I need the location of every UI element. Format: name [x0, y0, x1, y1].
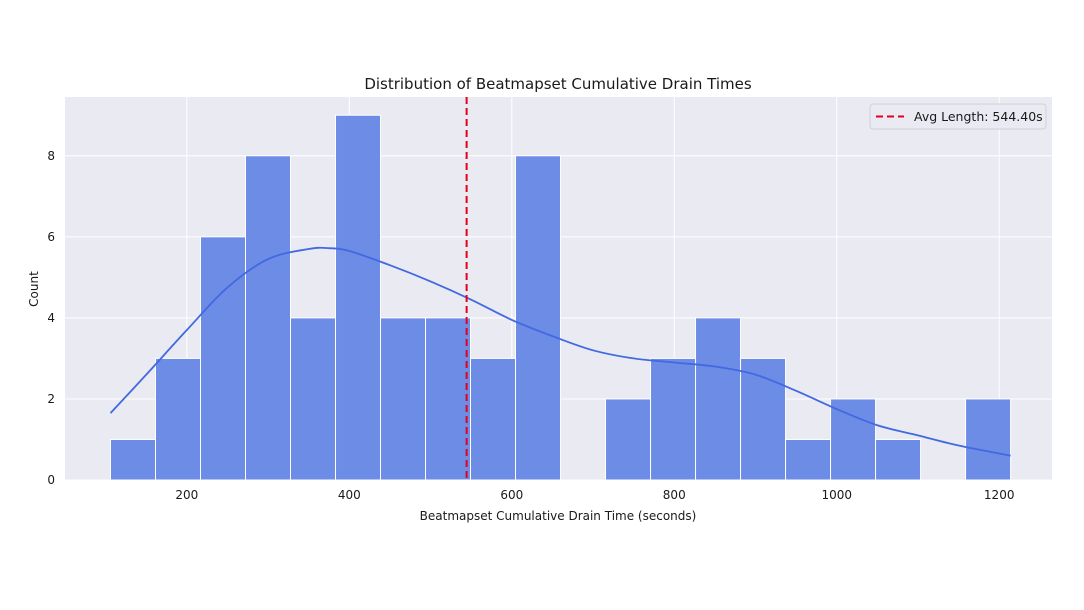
- histogram-bar: [470, 357, 517, 481]
- histogram-bar: [695, 317, 742, 481]
- legend-entry-avg: Avg Length: 544.40s: [914, 109, 1043, 124]
- histogram-bar: [290, 317, 337, 481]
- y-tick-label: 6: [47, 230, 55, 244]
- x-axis-label: Beatmapset Cumulative Drain Time (second…: [420, 509, 697, 523]
- chart-title: Distribution of Beatmapset Cumulative Dr…: [364, 75, 752, 93]
- x-tick-label: 600: [500, 488, 523, 502]
- histogram-bar: [380, 317, 427, 481]
- histogram-bar: [199, 236, 247, 481]
- histogram-bar: [335, 114, 382, 481]
- histogram-bar: [515, 155, 562, 481]
- histogram-bar: [425, 317, 472, 481]
- histogram-bar: [740, 357, 787, 481]
- x-tick-label: 1200: [984, 488, 1015, 502]
- histogram-bar: [650, 357, 697, 481]
- histogram-bar: [785, 438, 832, 481]
- histogram-bar: [605, 398, 652, 481]
- histogram-bars: [109, 114, 1012, 481]
- y-axis-label: Count: [27, 271, 41, 307]
- y-tick-labels: 0 2 4 6 8: [47, 149, 55, 487]
- histogram-bar: [875, 438, 922, 481]
- x-tick-label: 200: [175, 488, 198, 502]
- legend: Avg Length: 544.40s: [869, 103, 1047, 130]
- histogram-bar: [245, 155, 292, 481]
- y-tick-label: 0: [47, 473, 55, 487]
- legend-box: [869, 103, 1047, 130]
- histogram-bar: [830, 398, 877, 481]
- histogram-bar: [154, 357, 201, 481]
- x-tick-label: 1000: [821, 488, 852, 502]
- x-tick-label: 800: [663, 488, 686, 502]
- y-tick-label: 2: [47, 392, 55, 406]
- histogram-bar: [109, 438, 156, 481]
- x-tick-label: 400: [338, 488, 361, 502]
- kde-curve: [109, 246, 1011, 457]
- x-tick-labels: 200 400 600 800 1000 1200: [175, 488, 1014, 502]
- y-tick-label: 8: [47, 149, 55, 163]
- histogram-bar: [965, 398, 1012, 481]
- y-tick-label: 4: [47, 311, 55, 325]
